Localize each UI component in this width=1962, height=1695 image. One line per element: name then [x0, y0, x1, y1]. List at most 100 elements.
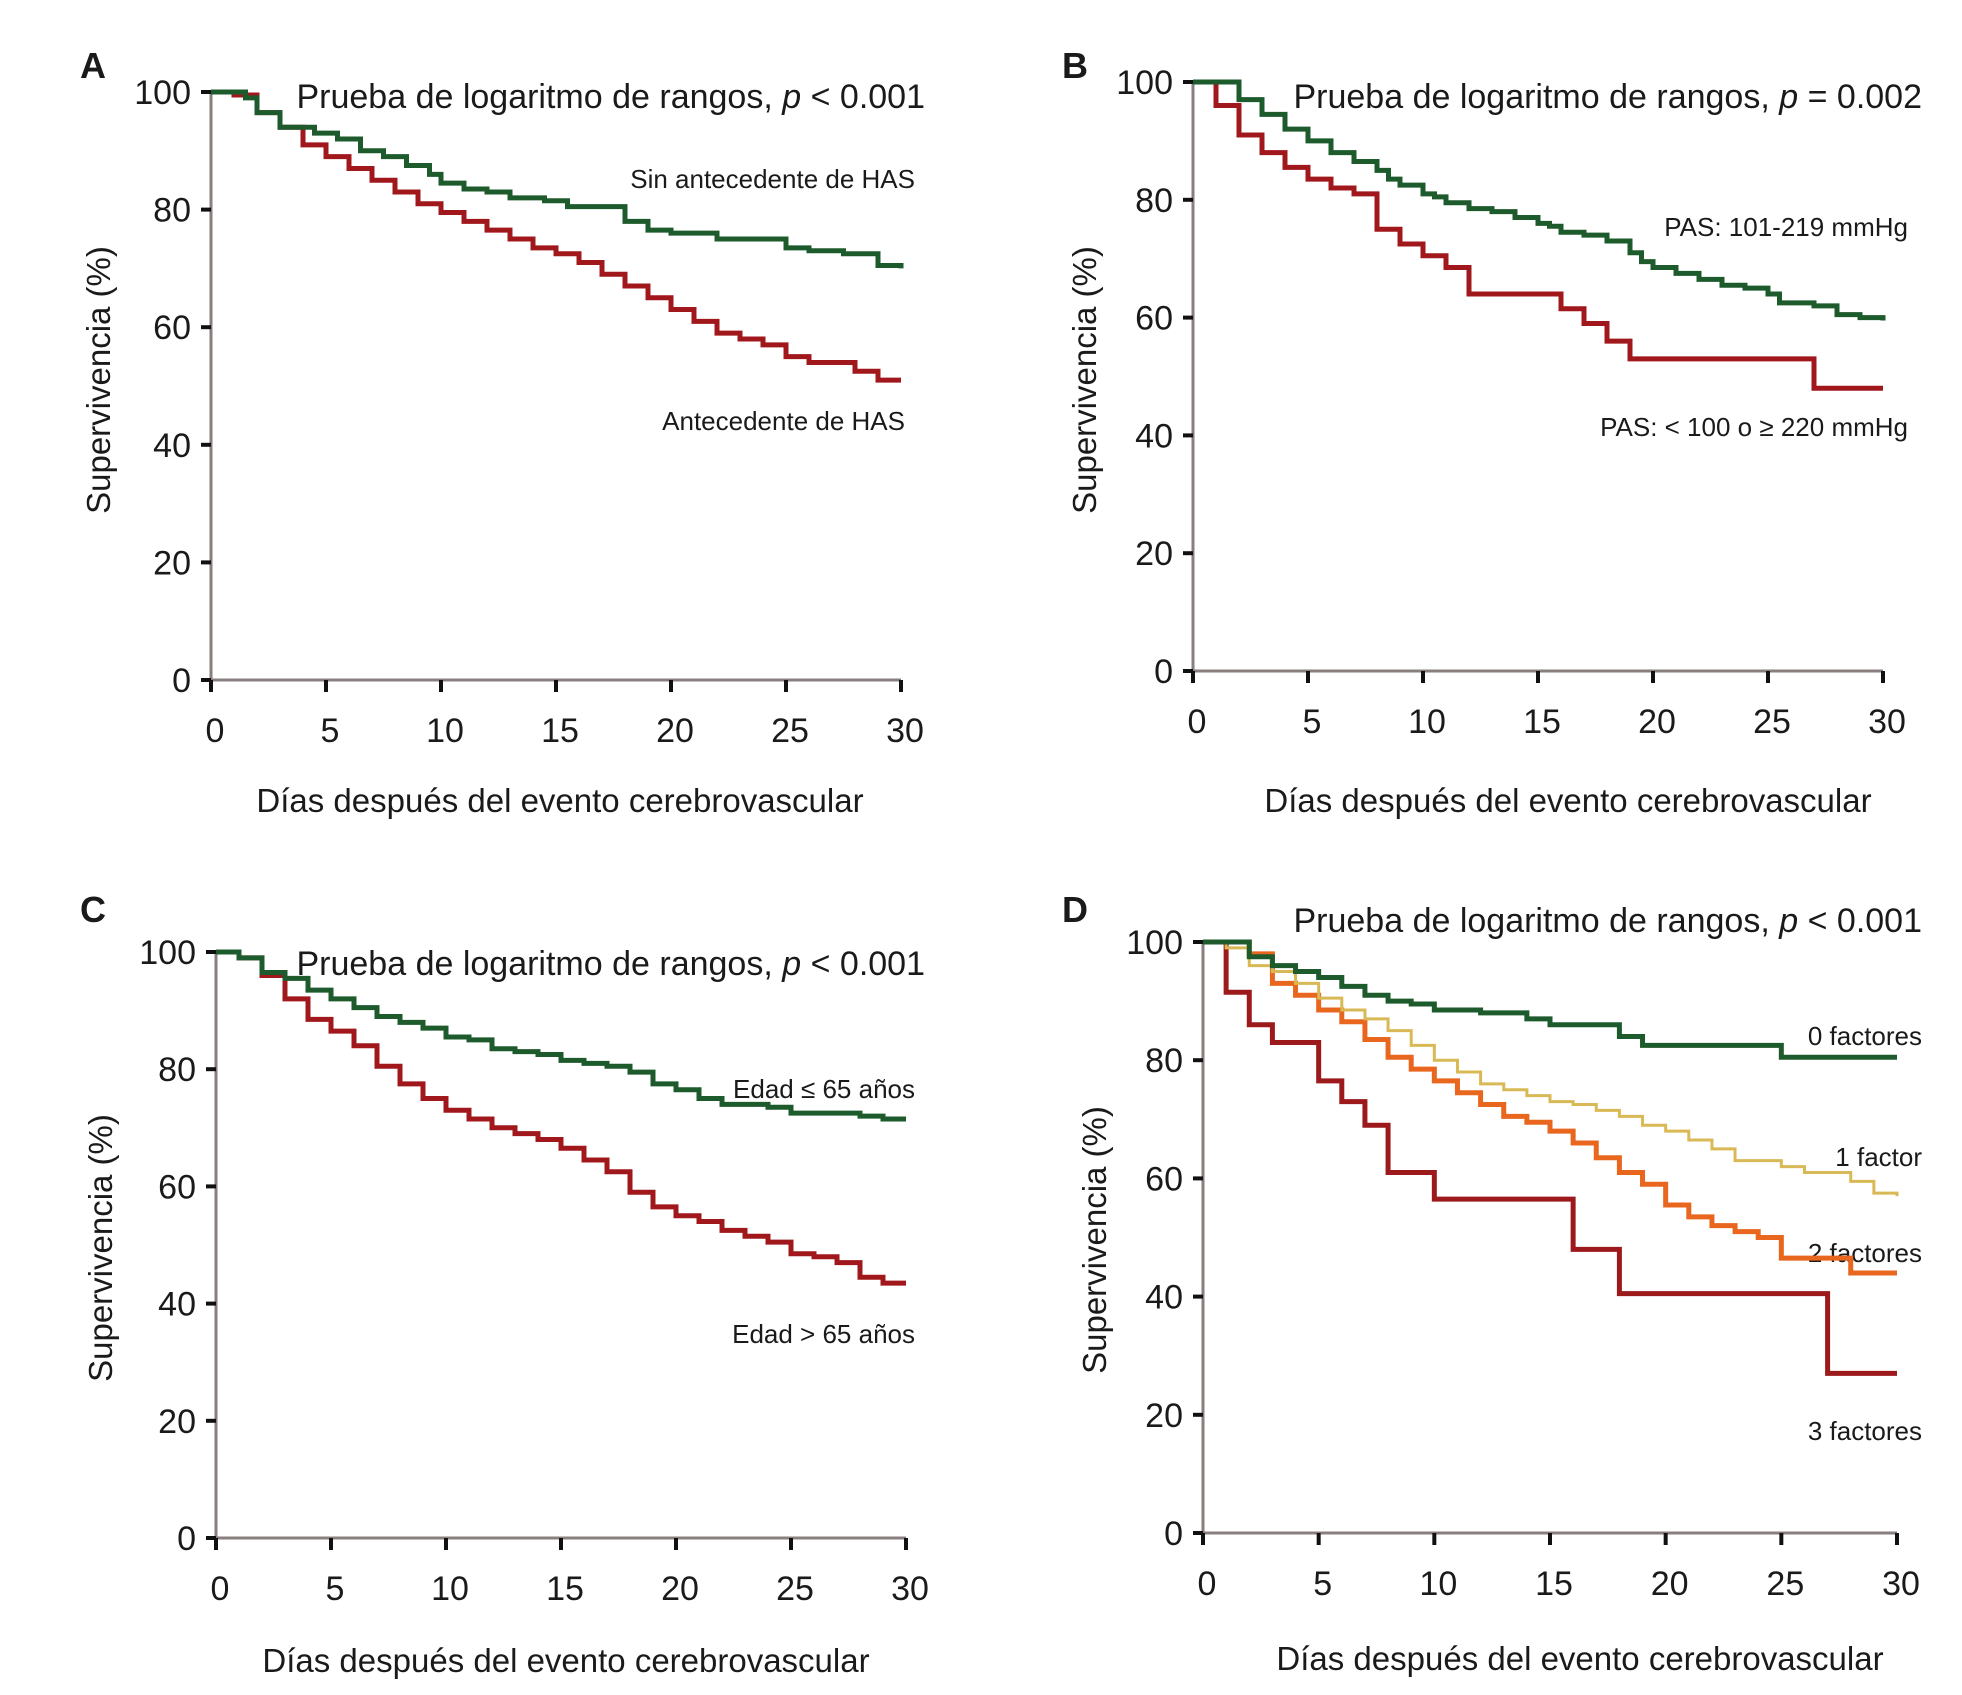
y-tick-label: 20 [1145, 1397, 1183, 1435]
x-tick-label: 5 [1303, 703, 1322, 741]
y-tick-label: 20 [153, 544, 191, 582]
y-axis-title: Supervivencia (%) [1076, 1106, 1113, 1374]
x-tick-label: 0 [206, 712, 225, 750]
y-tick-label: 60 [158, 1168, 196, 1206]
survival-curve-1-factor [1203, 940, 1899, 1197]
x-tick-label: 25 [1766, 1565, 1804, 1603]
y-tick-label: 40 [153, 427, 191, 465]
chart-title: Prueba de logaritmo de rangos, p < 0.001 [1293, 902, 1922, 940]
x-axis-title: Días después del evento cerebrovascular [262, 1642, 869, 1679]
survival-curve-antecedente-de-has [211, 89, 901, 383]
panel-letter: D [1062, 889, 1088, 930]
x-tick-label: 0 [1188, 703, 1207, 741]
x-tick-label: 15 [546, 1570, 584, 1608]
series-label: PAS: 101-219 mmHg [1664, 212, 1908, 242]
y-tick-label: 80 [153, 192, 191, 230]
survival-curve-pas-101-219-mmhg [1193, 79, 1886, 321]
x-tick-label: 15 [1535, 1565, 1573, 1603]
panel-c: C Prueba de logaritmo de rangos, p < 0.0… [80, 889, 929, 1679]
title-suffix: < 0.001 [801, 78, 925, 116]
panel-b: B Prueba de logaritmo de rangos, p = 0.0… [1062, 45, 1922, 819]
x-tick-label: 20 [661, 1570, 699, 1608]
series-label: PAS: < 100 o ≥ 220 mmHg [1600, 412, 1908, 442]
x-tick-label: 30 [886, 712, 924, 750]
y-tick-label: 100 [1126, 924, 1183, 962]
y-tick-label: 80 [1145, 1042, 1183, 1080]
y-axis-title: Supervivencia (%) [1066, 246, 1103, 514]
y-tick-label: 40 [158, 1286, 196, 1324]
title-suffix: < 0.001 [801, 945, 925, 983]
y-tick-label: 20 [158, 1403, 196, 1441]
title-prefix: Prueba de logaritmo de rangos, [1293, 902, 1779, 940]
y-tick-label: 80 [1135, 182, 1173, 220]
x-tick-label: 20 [1638, 703, 1676, 741]
survival-curve-sin-antecedente-de-has [211, 89, 904, 269]
title-p: p [781, 945, 801, 983]
survival-curve-0-factores [1203, 939, 1897, 1060]
x-tick-label: 10 [1419, 1565, 1457, 1603]
y-tick-label: 0 [177, 1520, 196, 1558]
x-tick-label: 30 [1882, 1565, 1920, 1603]
x-tick-label: 10 [431, 1570, 469, 1608]
chart-title: Prueba de logaritmo de rangos, p = 0.002 [1293, 78, 1922, 116]
y-tick-label: 60 [1145, 1160, 1183, 1198]
series-label: Sin antecedente de HAS [630, 164, 915, 194]
series-label: Antecedente de HAS [662, 406, 905, 436]
chart-title: Prueba de logaritmo de rangos, p < 0.001 [296, 78, 925, 116]
survival-curve-2-factores [1203, 939, 1897, 1276]
series-label: 2 factores [1808, 1238, 1922, 1268]
survival-curve-3-factores [1203, 939, 1897, 1376]
title-prefix: Prueba de logaritmo de rangos, [1293, 78, 1779, 116]
y-tick-label: 0 [1164, 1515, 1183, 1553]
x-tick-label: 0 [211, 1570, 230, 1608]
series-label: Edad > 65 años [732, 1319, 915, 1349]
y-tick-label: 40 [1145, 1279, 1183, 1317]
y-tick-label: 80 [158, 1051, 196, 1089]
survival-curve-edad-65-a-os [216, 949, 906, 1286]
y-tick-label: 60 [1135, 300, 1173, 338]
x-axis-title: Días después del evento cerebrovascular [1276, 1640, 1883, 1677]
x-tick-label: 10 [426, 712, 464, 750]
series-label: 0 factores [1808, 1021, 1922, 1051]
x-tick-label: 25 [776, 1570, 814, 1608]
x-axis-title: Días después del evento cerebrovascular [1264, 782, 1871, 819]
panel-a: A Prueba de logaritmo de rangos, p < 0.0… [80, 45, 925, 819]
y-tick-label: 0 [172, 662, 191, 700]
x-tick-label: 25 [771, 712, 809, 750]
series-label: 1 factor [1835, 1142, 1922, 1172]
y-tick-label: 100 [139, 934, 196, 972]
y-tick-label: 100 [1116, 64, 1173, 102]
x-tick-label: 5 [326, 1570, 345, 1608]
x-tick-label: 25 [1753, 703, 1791, 741]
title-prefix: Prueba de logaritmo de rangos, [296, 78, 782, 116]
x-tick-label: 5 [1313, 1565, 1332, 1603]
panel-d: D Prueba de logaritmo de rangos, p < 0.0… [1062, 889, 1922, 1677]
panel-letter: A [80, 45, 106, 86]
x-tick-label: 20 [1651, 1565, 1689, 1603]
title-prefix: Prueba de logaritmo de rangos, [296, 945, 782, 983]
title-suffix: < 0.001 [1798, 902, 1922, 940]
x-tick-label: 30 [891, 1570, 929, 1608]
y-tick-label: 20 [1135, 535, 1173, 573]
y-tick-label: 60 [153, 309, 191, 347]
y-axis-title: Supervivencia (%) [80, 246, 117, 514]
title-p: p [1778, 902, 1798, 940]
y-axis-title: Supervivencia (%) [82, 1114, 119, 1382]
title-p: p [781, 78, 801, 116]
x-tick-label: 10 [1408, 703, 1446, 741]
x-tick-label: 30 [1868, 703, 1906, 741]
chart-title: Prueba de logaritmo de rangos, p < 0.001 [296, 945, 925, 983]
x-tick-label: 0 [1198, 1565, 1217, 1603]
y-tick-label: 40 [1135, 417, 1173, 455]
x-tick-label: 15 [1523, 703, 1561, 741]
title-p: p [1778, 78, 1798, 116]
x-tick-label: 20 [656, 712, 694, 750]
y-tick-label: 0 [1154, 653, 1173, 691]
x-tick-label: 5 [321, 712, 340, 750]
title-suffix: = 0.002 [1798, 78, 1922, 116]
survival-curve-pas-100-o-220-mmhg [1193, 79, 1883, 391]
series-label: Edad ≤ 65 años [733, 1074, 915, 1104]
panel-letter: C [80, 889, 106, 930]
x-axis-title: Días después del evento cerebrovascular [256, 782, 863, 819]
